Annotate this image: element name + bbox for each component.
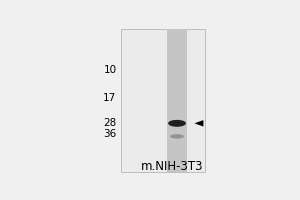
Ellipse shape	[170, 134, 184, 139]
Text: 28: 28	[103, 118, 117, 128]
Text: 17: 17	[103, 93, 117, 103]
Ellipse shape	[168, 120, 186, 127]
Polygon shape	[194, 120, 203, 127]
Text: 36: 36	[103, 129, 117, 139]
Bar	[121, 29, 205, 172]
Text: 10: 10	[103, 65, 117, 75]
Text: m.NIH-3T3: m.NIH-3T3	[141, 160, 204, 173]
Bar	[167, 29, 187, 172]
